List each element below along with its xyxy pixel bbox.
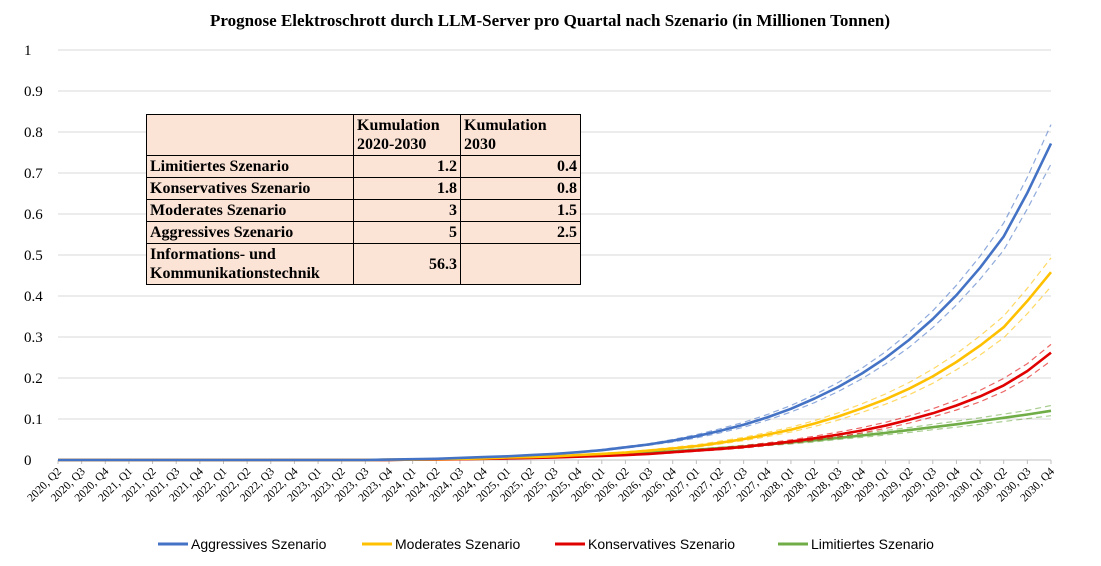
series-upper-bound	[58, 343, 1052, 461]
series-line	[58, 142, 1053, 462]
year-2030-value: 0.8	[460, 177, 581, 200]
row-label: Konservatives Szenario	[146, 177, 354, 200]
legend-label: Moderates Szenario	[395, 536, 521, 552]
table-row: Moderates Szenario 3 1.5	[146, 199, 581, 222]
cumulative-value: 3	[353, 199, 461, 222]
chart-title: Prognose Elektroschrott durch LLM-Server…	[210, 11, 890, 30]
cumulative-value: 1.2	[353, 155, 461, 178]
y-tick-label: 0.5	[24, 248, 43, 264]
y-tick-label: 1	[24, 43, 32, 59]
table-row: Limitiertes Szenario 1.2 0.4	[146, 155, 581, 178]
series-lower-bound	[58, 360, 1052, 461]
year-2030-value: 2.5	[460, 221, 581, 244]
y-tick-label: 0.9	[24, 84, 43, 100]
y-tick-label: 0.8	[24, 125, 43, 141]
row-label: Limitiertes Szenario	[146, 155, 354, 178]
year-2030-value	[460, 243, 581, 285]
legend-label: Aggressives Szenario	[191, 536, 327, 552]
y-tick-label: 0	[24, 453, 32, 469]
row-label: Aggressives Szenario	[146, 221, 354, 244]
y-tick-label: 0.2	[24, 371, 43, 387]
summary-table: Kumulation 2020-2030 Kumulation 2030 Lim…	[146, 114, 581, 285]
table-row: Konservatives Szenario 1.8 0.8	[146, 177, 581, 200]
y-tick-label: 0.3	[24, 330, 43, 346]
row-label: Moderates Szenario	[146, 199, 354, 222]
cumulative-value: 56.3	[353, 243, 461, 285]
legend-label: Konservatives Szenario	[588, 536, 735, 552]
series-lower-bound	[58, 286, 1052, 461]
cumulative-value: 1.8	[353, 177, 461, 200]
y-tick-label: 0.1	[24, 412, 43, 428]
table-row: Informations- und Kommunikationstechnik …	[146, 243, 581, 285]
cumulative-value: 5	[353, 221, 461, 244]
row-label: Informations- und Kommunikationstechnik	[146, 243, 354, 285]
legend: Aggressives Szenario Moderates Szenario Ko…	[158, 536, 934, 552]
y-tick-label: 0.7	[24, 166, 43, 182]
year-2030-value: 0.4	[460, 155, 581, 178]
table-header-row: Kumulation 2020-2030 Kumulation 2030	[146, 114, 581, 156]
y-tick-label: 0.6	[24, 207, 43, 223]
year-2030-value: 1.5	[460, 199, 581, 222]
series-line	[58, 351, 1052, 462]
table-header-cell: Kumulation 2020-2030	[353, 114, 461, 156]
legend-label: Limitiertes Szenario	[811, 536, 934, 552]
y-tick-label: 0.4	[24, 289, 43, 305]
table-row: Aggressives Szenario 5 2.5	[146, 221, 581, 244]
table-header-cell	[146, 114, 354, 156]
series-lines	[58, 124, 1053, 462]
table-header-cell: Kumulation 2030	[460, 114, 581, 156]
y-axis-ticks: 0 0.1 0.2 0.3 0.4 0.5 0.6 0.7 0.8 0.9 1	[24, 43, 43, 469]
